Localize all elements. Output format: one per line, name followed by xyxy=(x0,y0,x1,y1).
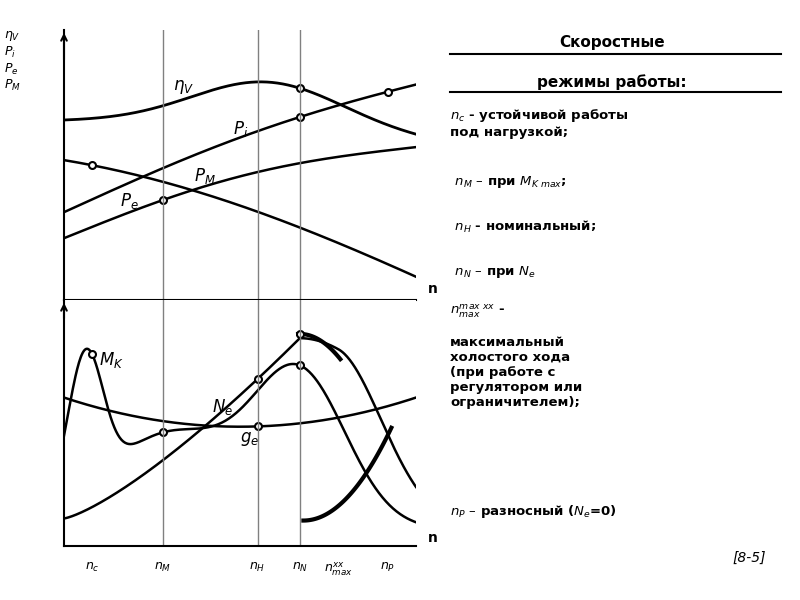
Text: n: n xyxy=(428,283,438,296)
Text: $\eta_V$: $\eta_V$ xyxy=(4,29,21,43)
Text: $P_i$: $P_i$ xyxy=(233,119,248,139)
Text: $g_e$: $g_e$ xyxy=(240,430,259,448)
Text: режимы работы:: режимы работы: xyxy=(537,74,687,89)
Text: максимальный
холостого хода
(при работе с
регулятором или
ограничителем);: максимальный холостого хода (при работе … xyxy=(450,336,582,409)
Text: $n_M$: $n_M$ xyxy=(154,561,171,574)
Text: $n_H$: $n_H$ xyxy=(250,561,266,574)
Text: $M_K$: $M_K$ xyxy=(99,350,124,370)
Text: $P_i$: $P_i$ xyxy=(4,45,16,61)
Text: $P_M$: $P_M$ xyxy=(4,77,21,93)
Text: n: n xyxy=(428,531,438,545)
Text: $n_P$ – разносный ($N_e$=0): $n_P$ – разносный ($N_e$=0) xyxy=(450,503,617,520)
Text: $n_{max}^{xx}$: $n_{max}^{xx}$ xyxy=(324,561,353,578)
Text: $P_e$: $P_e$ xyxy=(120,191,139,211)
Text: $n_c$: $n_c$ xyxy=(85,561,99,574)
Text: $P_M$: $P_M$ xyxy=(194,166,216,186)
Text: [8-5]: [8-5] xyxy=(732,551,766,565)
Text: $n_M$ – при $M_{K\ max}$;: $n_M$ – при $M_{K\ max}$; xyxy=(450,174,566,190)
Text: $n_N$: $n_N$ xyxy=(292,561,308,574)
Text: $n_N$ – при $N_e$: $n_N$ – при $N_e$ xyxy=(450,263,536,280)
Text: $n_{max}^{max\ xx}$ -: $n_{max}^{max\ xx}$ - xyxy=(450,302,505,320)
Text: $P_e$: $P_e$ xyxy=(4,61,18,77)
Text: $n_H$ - номинальный;: $n_H$ - номинальный; xyxy=(450,219,596,235)
Text: $n_c$ - устойчивой работы
под нагрузкой;: $n_c$ - устойчивой работы под нагрузкой; xyxy=(450,107,628,139)
Text: $N_e$: $N_e$ xyxy=(212,397,233,417)
Text: $n_P$: $n_P$ xyxy=(380,561,395,574)
Text: Скоростные: Скоростные xyxy=(559,35,665,50)
Text: $\eta_V$: $\eta_V$ xyxy=(173,77,194,95)
